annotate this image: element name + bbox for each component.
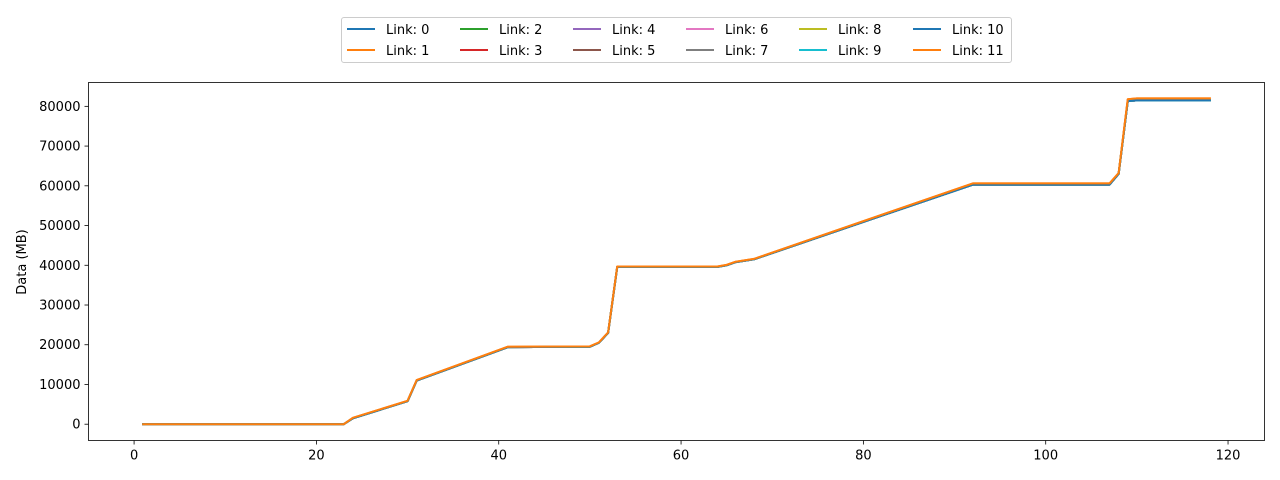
x-tick-label: 80 xyxy=(855,449,872,464)
y-tick-label: 50000 xyxy=(39,219,80,234)
legend-label: Link: 11 xyxy=(952,44,1004,59)
x-tick-label: 0 xyxy=(130,449,138,464)
legend-label: Link: 1 xyxy=(386,44,429,59)
legend-label: Link: 6 xyxy=(725,23,768,38)
legend-frame xyxy=(341,17,1012,63)
legend-label: Link: 0 xyxy=(386,23,429,38)
y-tick-label: 70000 xyxy=(39,140,80,155)
series-line-link-11 xyxy=(142,97,1211,426)
y-axis-label: Data (MB) xyxy=(15,229,30,294)
legend-label: Link: 9 xyxy=(838,44,881,59)
legend-label: Link: 2 xyxy=(499,23,542,38)
plot-area-frame xyxy=(88,82,1265,441)
y-tick-label: 80000 xyxy=(39,100,80,115)
legend-label: Link: 4 xyxy=(612,23,655,38)
y-tick-label: 40000 xyxy=(39,259,80,274)
legend-label: Link: 8 xyxy=(838,23,881,38)
series-layer xyxy=(142,97,1211,426)
y-axis: 0 10000 20000 30000 40000 50000 60000 70000 8000… xyxy=(39,100,89,433)
x-axis: 0 20 40 60 80 100 120 xyxy=(130,440,1241,464)
y-tick-label: 30000 xyxy=(39,299,80,314)
legend-label: Link: 3 xyxy=(499,44,542,59)
legend-label: Link: 10 xyxy=(952,23,1004,38)
y-tick-label: 20000 xyxy=(39,338,80,353)
y-tick-label: 0 xyxy=(72,418,80,433)
y-tick-label: 60000 xyxy=(39,179,80,194)
legend-label: Link: 7 xyxy=(725,44,768,59)
x-tick-label: 120 xyxy=(1216,449,1241,464)
legend-label: Link: 5 xyxy=(612,44,655,59)
x-tick-label: 40 xyxy=(490,449,507,464)
legend: Link: 0 Link: 1 Link: 2 Link: 3 Link: 4 Link:… xyxy=(341,17,1012,63)
x-tick-label: 20 xyxy=(308,449,325,464)
x-tick-label: 60 xyxy=(673,449,690,464)
y-tick-label: 10000 xyxy=(39,378,80,393)
x-tick-label: 100 xyxy=(1033,449,1058,464)
